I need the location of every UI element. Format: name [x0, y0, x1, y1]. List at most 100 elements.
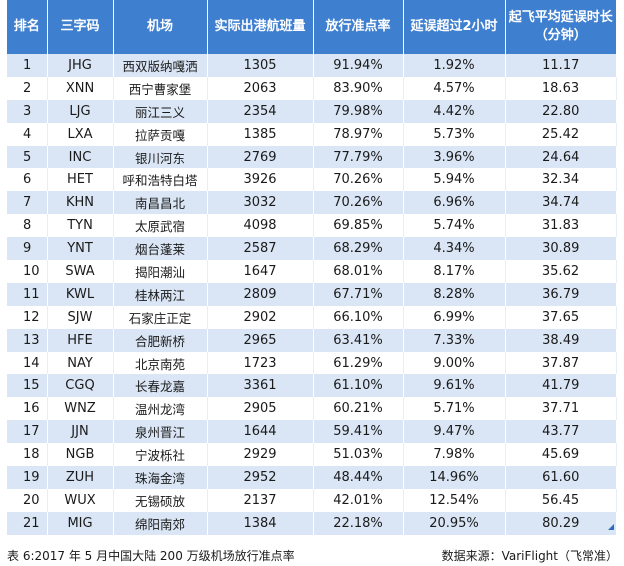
cell-delay-over-2h: 4.57% [403, 76, 506, 100]
header-on-time-rate: 放行准点率 [313, 0, 404, 54]
cell-avg-delay: 34.74 [505, 191, 616, 215]
table-body: 1 JHG 西双版纳嘎洒 1305 91.94% 1.92% 11.17 2 XNN 西宁曹家堡 2… [7, 54, 617, 535]
header-avg-delay-line1: 起飞平均延误时长 [508, 10, 613, 25]
cell-on-time-rate: 66.10% [313, 305, 404, 329]
cell-rank: 21 [7, 511, 48, 535]
cell-code: WUX [47, 488, 114, 512]
table-row: 19 ZUH 珠海金湾 2952 48.44% 14.96% 61.60 [7, 466, 616, 489]
cell-rank: 19 [7, 466, 48, 489]
cell-flights: 3926 [207, 168, 314, 192]
cell-rank: 12 [7, 305, 48, 329]
header-rank: 排名 [7, 0, 48, 54]
cell-on-time-rate: 68.29% [313, 237, 404, 261]
cell-avg-delay: 22.80 [505, 99, 616, 123]
table-row: 2 XNN 西宁曹家堡 2063 83.90% 4.57% 18.63 [7, 76, 617, 100]
cell-airport: 西宁曹家堡 [113, 76, 208, 100]
cell-delay-over-2h: 9.47% [403, 420, 506, 444]
cell-delay-over-2h: 9.61% [403, 374, 506, 398]
cell-on-time-rate: 60.21% [313, 397, 404, 421]
cell-delay-over-2h: 7.33% [403, 328, 506, 352]
cell-delay-over-2h: 5.94% [403, 168, 506, 192]
cell-delay-over-2h: 12.54% [403, 488, 506, 512]
cell-avg-delay: 37.65 [505, 305, 617, 329]
cell-delay-over-2h: 8.17% [403, 260, 506, 283]
cell-code: TYN [47, 214, 114, 238]
cell-flights: 2137 [207, 488, 314, 512]
cell-delay-over-2h: 1.92% [403, 54, 506, 77]
cell-code: JHG [47, 54, 114, 77]
cell-airport: 石家庄正定 [113, 305, 208, 329]
cell-code: KWL [47, 282, 114, 306]
cell-delay-over-2h: 4.42% [403, 99, 506, 123]
cell-code: HFE [47, 328, 114, 352]
table-row: 1 JHG 西双版纳嘎洒 1305 91.94% 1.92% 11.17 [7, 54, 616, 77]
cell-avg-delay: 37.87 [505, 351, 617, 375]
cell-airport: 拉萨贡嘎 [113, 122, 208, 146]
cell-delay-over-2h: 9.00% [403, 351, 506, 375]
cell-flights: 2809 [207, 282, 314, 306]
cell-rank: 2 [7, 76, 48, 100]
cell-delay-over-2h: 6.99% [403, 305, 506, 329]
cell-on-time-rate: 78.97% [313, 122, 404, 146]
cell-flights: 2965 [207, 328, 314, 352]
table-header-row: 排名 三字码 机场 实际出港航班量 放行准点率 延误超过2小时 起飞平均延误时长… [7, 0, 616, 54]
cell-rank: 18 [7, 443, 48, 467]
cell-code: LXA [47, 122, 114, 146]
cell-avg-delay: 38.49 [505, 328, 616, 352]
cell-on-time-rate: 61.29% [313, 351, 404, 375]
cell-code: MIG [47, 511, 114, 535]
cell-airport: 无锡硕放 [113, 488, 208, 512]
cell-delay-over-2h: 14.96% [403, 466, 506, 489]
cell-on-time-rate: 77.79% [313, 145, 404, 169]
cell-flights: 2587 [207, 237, 314, 261]
cell-code: NGB [47, 443, 114, 467]
cell-rank: 3 [7, 99, 48, 123]
data-source: 数据来源：VariFlight（飞常准） [441, 549, 618, 563]
table-row: 16 WNZ 温州龙湾 2905 60.21% 5.71% 37.71 [7, 397, 617, 421]
cell-flights: 1305 [207, 54, 314, 77]
table-row: 9 YNT 烟台蓬莱 2587 68.29% 4.34% 30.89 [7, 237, 616, 261]
cell-flights: 1723 [207, 351, 314, 375]
table-row: 12 SJW 石家庄正定 2902 66.10% 6.99% 37.65 [7, 305, 617, 329]
cell-delay-over-2h: 7.98% [403, 443, 506, 467]
cell-avg-delay: 35.62 [505, 260, 617, 283]
cell-on-time-rate: 70.26% [313, 168, 404, 192]
cell-rank: 14 [7, 351, 48, 375]
cell-avg-delay: 56.45 [505, 488, 617, 512]
cell-airport: 珠海金湾 [113, 466, 208, 489]
cell-rank: 16 [7, 397, 48, 421]
cell-code: CGQ [47, 374, 114, 398]
cell-on-time-rate: 70.26% [313, 191, 404, 215]
table-row: 3 LJG 丽江三义 2354 79.98% 4.42% 22.80 [7, 99, 616, 123]
table-corner-marker [608, 524, 614, 530]
cell-on-time-rate: 48.44% [313, 466, 404, 489]
cell-on-time-rate: 22.18% [313, 511, 404, 535]
cell-flights: 2902 [207, 305, 314, 329]
cell-flights: 2354 [207, 99, 314, 123]
table-row: 7 KHN 南昌昌北 3032 70.26% 6.96% 34.74 [7, 191, 616, 215]
cell-airport: 绵阳南郊 [113, 511, 208, 535]
cell-rank: 20 [7, 488, 48, 512]
table-row: 15 CGQ 长春龙嘉 3361 61.10% 9.61% 41.79 [7, 374, 616, 398]
cell-flights: 2769 [207, 145, 314, 169]
cell-code: YNT [47, 237, 114, 261]
cell-delay-over-2h: 3.96% [403, 145, 506, 169]
cell-on-time-rate: 68.01% [313, 260, 404, 283]
table-row: 11 KWL 桂林两江 2809 67.71% 8.28% 36.79 [7, 282, 616, 306]
cell-airport: 呼和浩特白塔 [113, 168, 208, 192]
cell-code: SWA [47, 260, 114, 283]
cell-on-time-rate: 51.03% [313, 443, 404, 467]
cell-avg-delay: 11.17 [505, 54, 616, 77]
cell-rank: 6 [7, 168, 48, 192]
cell-flights: 1384 [207, 511, 314, 535]
cell-avg-delay: 37.71 [505, 397, 617, 421]
cell-code: WNZ [47, 397, 114, 421]
cell-rank: 15 [7, 374, 48, 398]
cell-rank: 1 [7, 54, 48, 77]
cell-on-time-rate: 67.71% [313, 282, 404, 306]
cell-flights: 2929 [207, 443, 314, 467]
cell-code: HET [47, 168, 114, 192]
cell-airport: 温州龙湾 [113, 397, 208, 421]
cell-on-time-rate: 79.98% [313, 99, 404, 123]
cell-airport: 宁波栎社 [113, 443, 208, 467]
